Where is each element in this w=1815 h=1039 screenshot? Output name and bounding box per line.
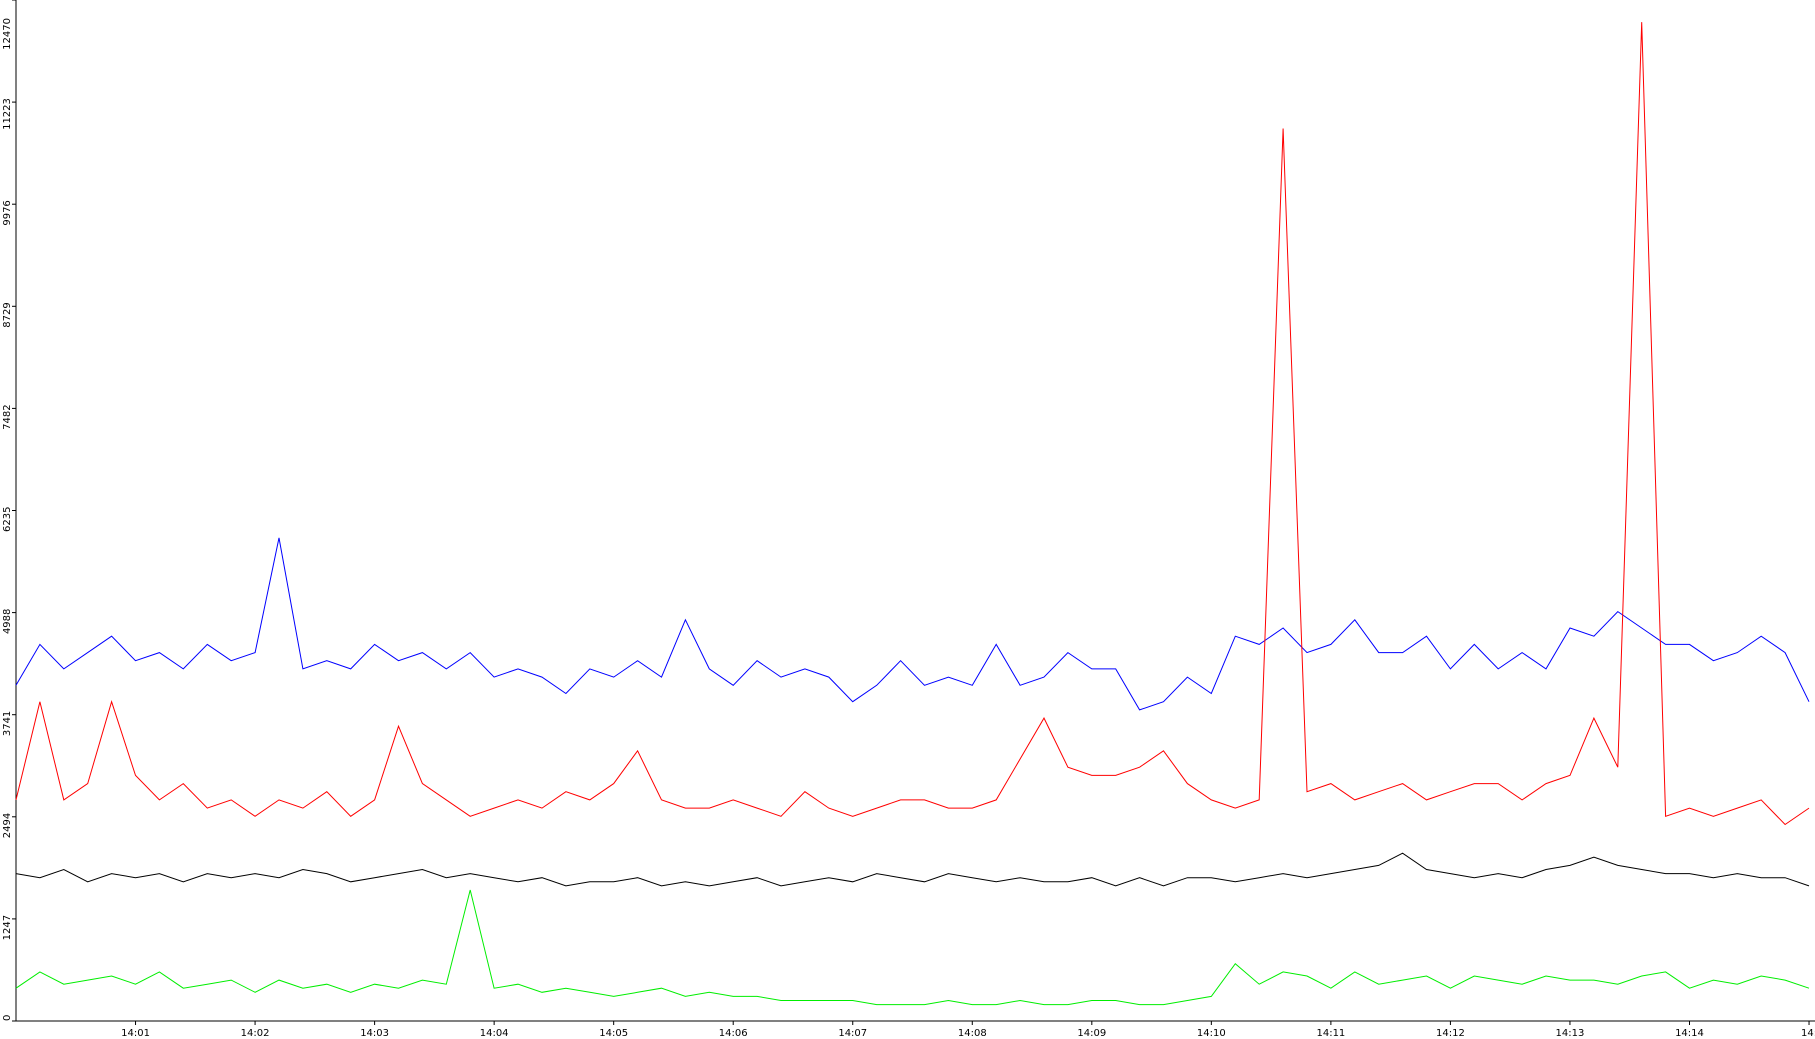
x-tick-label: 14:13 bbox=[1556, 1028, 1585, 1039]
x-tick-label: 14: bbox=[1801, 1028, 1815, 1039]
x-tick-label: 14:03 bbox=[360, 1028, 389, 1039]
x-tick-label: 14:02 bbox=[241, 1028, 270, 1039]
y-tick-label: 0 bbox=[2, 1015, 13, 1021]
x-tick-label: 14:05 bbox=[599, 1028, 628, 1039]
series-line bbox=[15, 852, 1810, 887]
x-tick-label: 14:09 bbox=[1077, 1028, 1106, 1039]
y-tick-label: 9976 bbox=[2, 200, 13, 225]
series-line bbox=[15, 889, 1810, 1006]
y-tick-label: 1247 bbox=[2, 915, 13, 940]
y-tick-label: 7482 bbox=[2, 404, 13, 429]
series-line bbox=[15, 537, 1810, 711]
x-tick-label: 14:10 bbox=[1197, 1028, 1226, 1039]
x-tick-label: 14:08 bbox=[958, 1028, 987, 1039]
x-tick-label: 14:04 bbox=[480, 1028, 509, 1039]
y-tick-label: 4988 bbox=[2, 609, 13, 634]
y-tick-label: 6235 bbox=[2, 507, 13, 532]
series-line bbox=[15, 22, 1810, 826]
y-tick-label: 12470 bbox=[2, 18, 13, 50]
x-tick-label: 14:01 bbox=[121, 1028, 150, 1039]
x-tick-label: 14:12 bbox=[1436, 1028, 1465, 1039]
y-tick-label: 11223 bbox=[2, 98, 13, 130]
y-tick-label: 8729 bbox=[2, 302, 13, 327]
y-tick-label: 2494 bbox=[2, 813, 13, 838]
x-tick-label: 14:14 bbox=[1675, 1028, 1704, 1039]
x-tick-label: 14:07 bbox=[838, 1028, 867, 1039]
y-tick-label: 3741 bbox=[2, 711, 13, 736]
x-tick-label: 14:06 bbox=[719, 1028, 748, 1039]
x-tick-label: 14:11 bbox=[1316, 1028, 1345, 1039]
